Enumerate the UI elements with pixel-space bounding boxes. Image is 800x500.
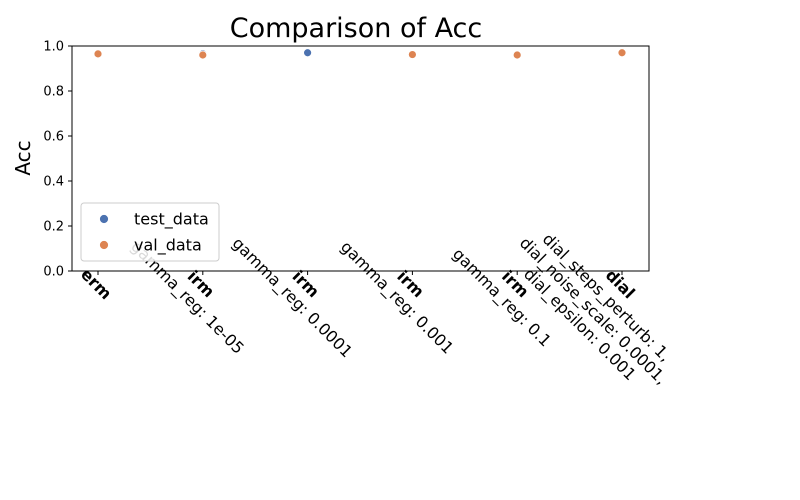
- point-val_data: [512, 50, 522, 60]
- legend-marker-val_data: [99, 240, 109, 250]
- plot-area: [71, 45, 650, 272]
- point-val_data: [617, 48, 627, 58]
- y-tick-label: 0.6: [43, 130, 64, 145]
- y-tick-label: 0.4: [43, 175, 64, 190]
- point-test_data: [303, 48, 313, 58]
- series-layer: [93, 48, 627, 60]
- point-val_data: [407, 50, 417, 59]
- y-tick-label: 0.0: [43, 265, 64, 280]
- y-tick-label: 1.0: [43, 40, 64, 55]
- legend-marker-test_data: [99, 214, 109, 224]
- y-tick-label: 0.8: [43, 85, 64, 100]
- x-tick-label-erm: erm: [77, 265, 115, 303]
- y-axis-label: Acc: [11, 140, 35, 175]
- x-tick-param: gamma_reg: 0.001: [336, 237, 457, 358]
- legend-label-val_data: val_data: [134, 236, 202, 256]
- x-tick-param: dial_noise_scale: 0.0001,: [515, 233, 671, 389]
- point-val_data: [93, 49, 103, 59]
- chart-title: Comparison of Acc: [230, 13, 483, 44]
- legend-box: [80, 202, 220, 262]
- y-tick-label: 0.2: [43, 220, 64, 235]
- legend-label-test_data: test_data: [134, 210, 209, 230]
- point-val_data: [198, 50, 208, 60]
- y-axis: 0.0 0.2 0.4 0.6 0.8 1.0: [43, 40, 72, 280]
- legend: test_data val_data: [80, 202, 220, 262]
- plot-frame: [71, 45, 650, 272]
- x-tick-method: erm: [77, 265, 115, 303]
